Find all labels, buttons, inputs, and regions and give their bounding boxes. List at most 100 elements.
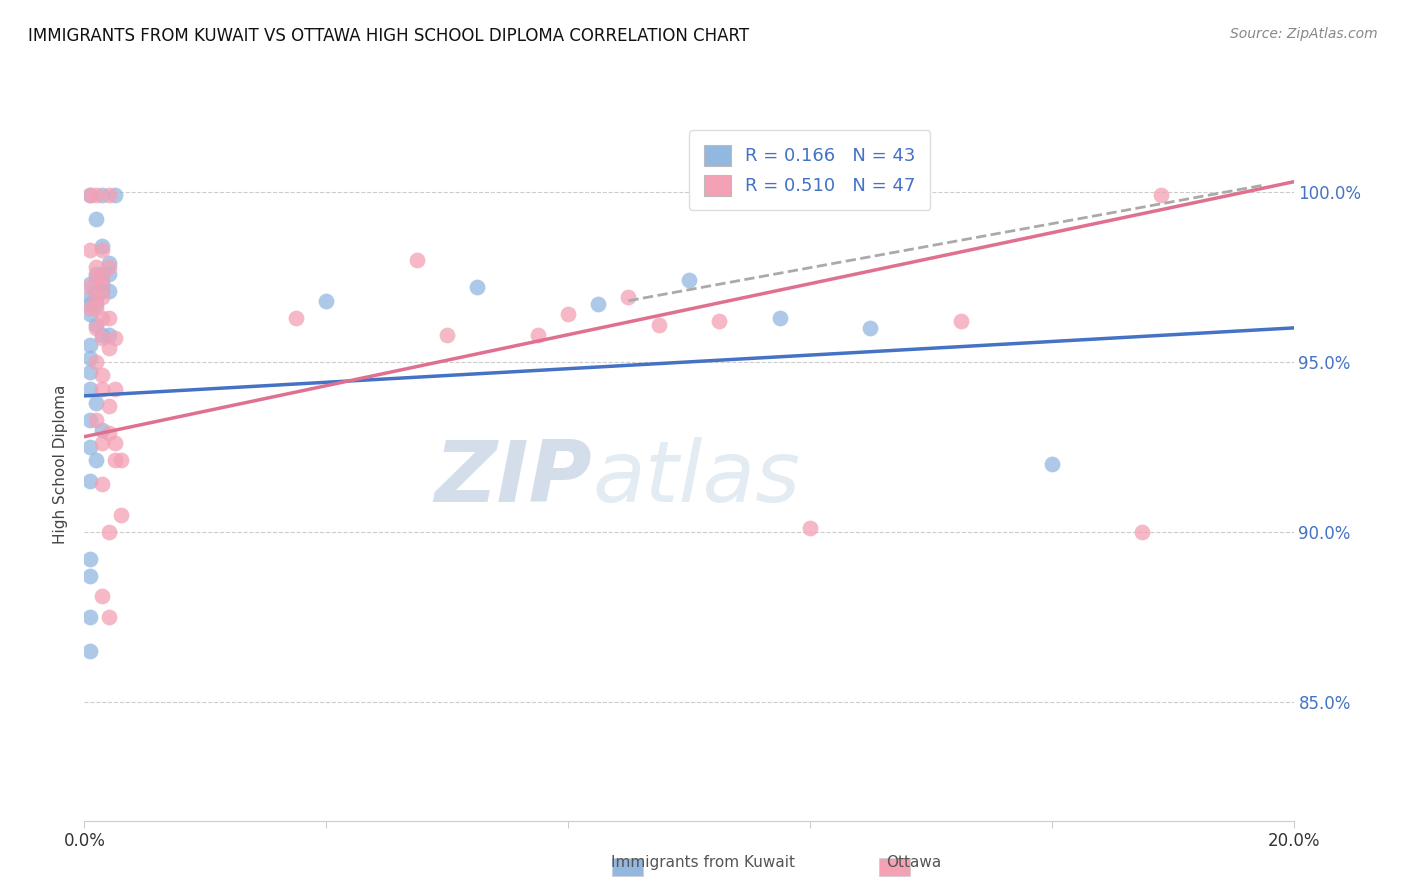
- Point: [97, 188, 120, 202]
- Point: [79, 351, 101, 366]
- Point: [79, 474, 101, 488]
- Point: [91, 188, 114, 202]
- Point: [436, 327, 458, 342]
- Point: [86, 318, 108, 332]
- Point: [709, 314, 731, 328]
- Point: [86, 395, 108, 409]
- Point: [79, 552, 101, 566]
- Point: [79, 290, 101, 304]
- Text: ZIP: ZIP: [434, 436, 592, 520]
- Point: [91, 331, 114, 345]
- Point: [86, 212, 108, 227]
- Text: IMMIGRANTS FROM KUWAIT VS OTTAWA HIGH SCHOOL DIPLOMA CORRELATION CHART: IMMIGRANTS FROM KUWAIT VS OTTAWA HIGH SC…: [28, 27, 749, 45]
- Point: [86, 297, 108, 311]
- Point: [79, 277, 101, 291]
- Point: [617, 290, 640, 304]
- Point: [86, 267, 108, 281]
- Point: [950, 314, 973, 328]
- Point: [97, 327, 120, 342]
- Point: [91, 284, 114, 298]
- Point: [91, 277, 114, 291]
- Point: [91, 477, 114, 491]
- Point: [91, 310, 114, 325]
- Point: [86, 301, 108, 315]
- Point: [79, 338, 101, 352]
- Point: [97, 341, 120, 355]
- Point: [557, 307, 579, 321]
- Point: [79, 297, 101, 311]
- Text: Ottawa: Ottawa: [886, 855, 942, 870]
- Point: [467, 280, 489, 294]
- Point: [527, 327, 550, 342]
- Point: [104, 382, 127, 396]
- Point: [104, 188, 127, 202]
- Y-axis label: High School Diploma: High School Diploma: [53, 384, 69, 543]
- Point: [104, 436, 127, 450]
- Point: [1040, 457, 1063, 471]
- Point: [1130, 524, 1153, 539]
- Point: [86, 290, 108, 304]
- Point: [97, 609, 120, 624]
- Point: [86, 260, 108, 274]
- Point: [79, 307, 101, 321]
- Point: [86, 321, 108, 335]
- Point: [91, 382, 114, 396]
- Point: [110, 508, 132, 522]
- Point: [86, 269, 108, 284]
- Point: [91, 290, 114, 304]
- Point: [91, 269, 114, 284]
- Point: [86, 412, 108, 426]
- Point: [91, 243, 114, 257]
- Text: atlas: atlas: [592, 436, 800, 520]
- Point: [315, 293, 337, 308]
- Point: [79, 243, 101, 257]
- Point: [79, 609, 101, 624]
- Point: [91, 368, 114, 383]
- Point: [588, 297, 610, 311]
- Point: [91, 423, 114, 437]
- Text: Immigrants from Kuwait: Immigrants from Kuwait: [612, 855, 794, 870]
- Point: [110, 453, 132, 467]
- Point: [79, 301, 101, 315]
- Point: [97, 267, 120, 281]
- Point: [859, 321, 882, 335]
- Point: [91, 239, 114, 253]
- Point: [769, 310, 792, 325]
- Point: [86, 453, 108, 467]
- Point: [79, 188, 101, 202]
- Point: [86, 284, 108, 298]
- Point: [97, 524, 120, 539]
- Point: [648, 318, 671, 332]
- Point: [104, 331, 127, 345]
- Point: [91, 267, 114, 281]
- Point: [285, 310, 308, 325]
- Point: [97, 399, 120, 413]
- Point: [86, 355, 108, 369]
- Point: [678, 273, 700, 287]
- Point: [79, 188, 101, 202]
- Point: [91, 327, 114, 342]
- Point: [86, 290, 108, 304]
- Text: Source: ZipAtlas.com: Source: ZipAtlas.com: [1230, 27, 1378, 41]
- Legend: R = 0.166   N = 43, R = 0.510   N = 47: R = 0.166 N = 43, R = 0.510 N = 47: [689, 130, 931, 210]
- Point: [97, 310, 120, 325]
- Point: [86, 188, 108, 202]
- Point: [79, 644, 101, 658]
- Point: [799, 521, 821, 535]
- Point: [91, 590, 114, 604]
- Point: [79, 569, 101, 583]
- Point: [79, 280, 101, 294]
- Point: [79, 365, 101, 379]
- Point: [1149, 188, 1171, 202]
- Point: [97, 426, 120, 441]
- Point: [79, 382, 101, 396]
- Point: [79, 440, 101, 454]
- Point: [104, 453, 127, 467]
- Point: [97, 284, 120, 298]
- Point: [91, 280, 114, 294]
- Point: [79, 412, 101, 426]
- Point: [97, 260, 120, 274]
- Point: [97, 256, 120, 270]
- Point: [406, 252, 429, 267]
- Point: [91, 436, 114, 450]
